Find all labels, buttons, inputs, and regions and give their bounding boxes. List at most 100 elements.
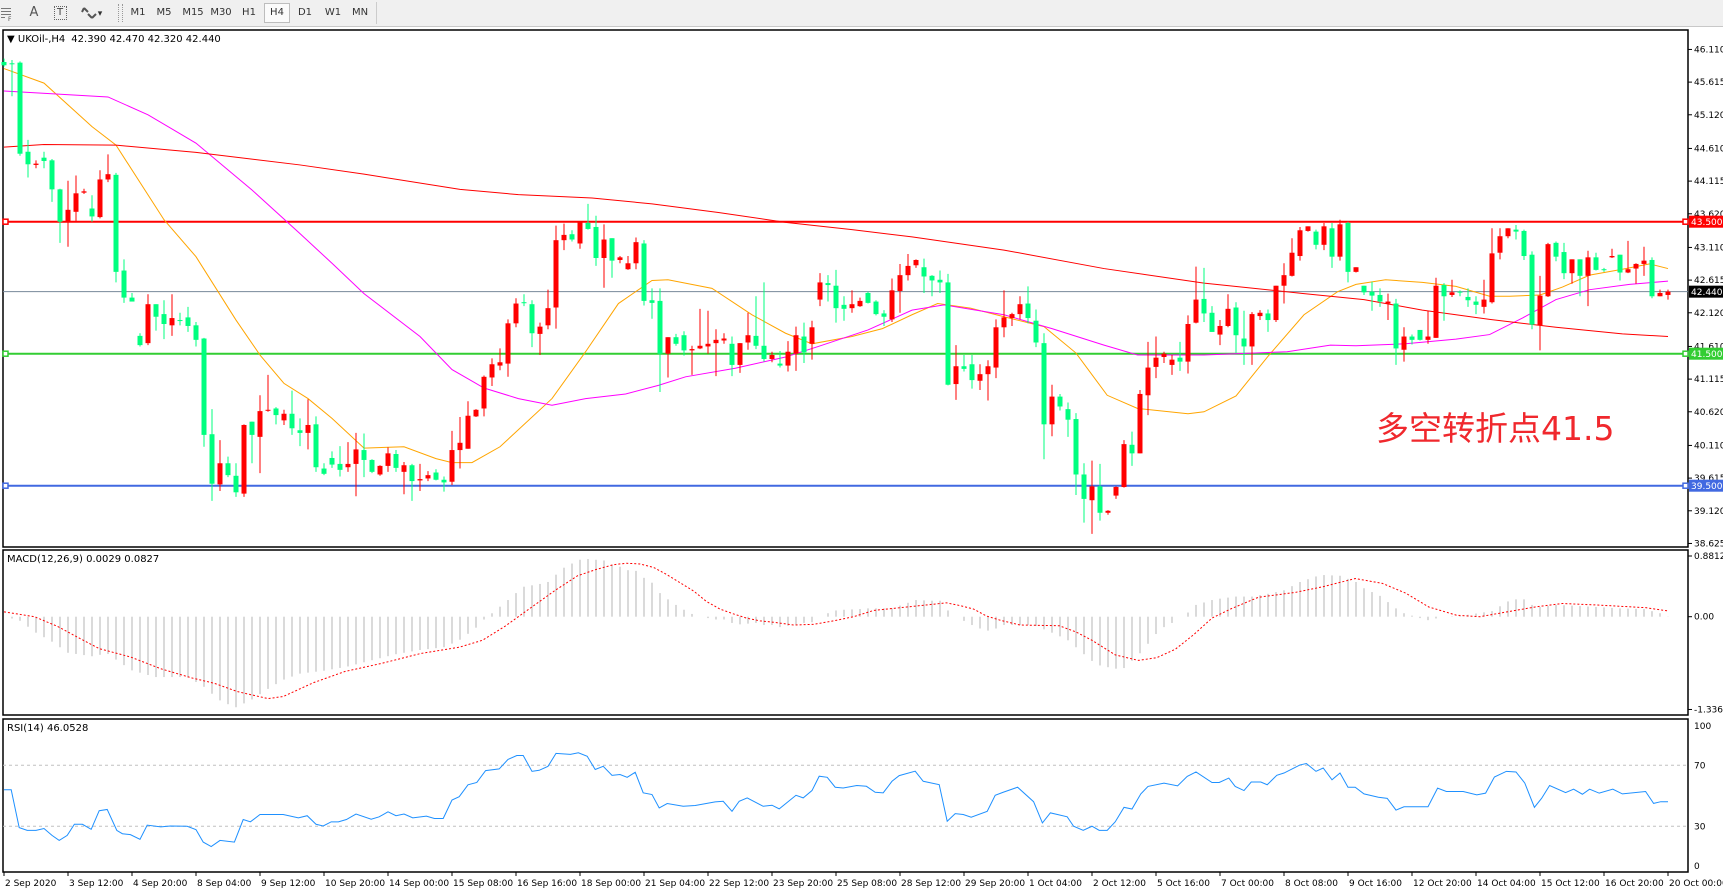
dropdown-arrow-icon[interactable]: ▾ (97, 9, 103, 19)
candle-body (1353, 267, 1359, 272)
candle (81, 188, 87, 194)
price-tick-label: 45.615 (1694, 78, 1723, 88)
candle (233, 463, 239, 497)
candle (1425, 310, 1431, 344)
candle-body (1121, 444, 1127, 488)
time-tick-label: 22 Sep 12:00 (709, 879, 769, 889)
level-price-label: 43.500 (1691, 218, 1723, 228)
toolbar-grip[interactable] (118, 4, 123, 22)
candle-body (25, 151, 31, 165)
candle (1657, 289, 1663, 297)
time-tick-label: 12 Oct 20:00 (1413, 879, 1472, 889)
candle (241, 424, 247, 497)
candle-body (41, 157, 47, 161)
candle-body (1361, 285, 1367, 293)
candle-body (1009, 314, 1015, 319)
text-icon[interactable]: A (29, 5, 39, 20)
price-tick-label: 41.115 (1694, 375, 1723, 385)
candle (1241, 310, 1247, 365)
candle (441, 476, 447, 492)
main-chart-frame (2, 29, 1689, 548)
candle-body (369, 459, 375, 472)
candle (1401, 327, 1407, 362)
candle (1025, 286, 1031, 324)
candle (137, 333, 143, 347)
candle-body (473, 409, 479, 417)
candle-body (841, 304, 847, 309)
candle (1369, 281, 1375, 311)
candle (609, 238, 615, 278)
candle (1153, 336, 1159, 379)
time-tick-label: 18 Sep 00:00 (581, 879, 641, 889)
candle-body (1225, 308, 1231, 326)
candle-body (905, 265, 911, 276)
candle (1361, 285, 1367, 295)
candle (129, 292, 135, 302)
candle (761, 282, 767, 362)
timeframe-m5[interactable]: M5 (156, 7, 172, 18)
candle-body (1209, 312, 1215, 332)
timeframe-h4[interactable]: H4 (264, 3, 290, 23)
candle-body (1, 61, 7, 66)
line-anchor-handle (1682, 350, 1689, 357)
candle (1297, 226, 1303, 261)
timeframe-d1[interactable]: D1 (297, 7, 313, 18)
candle (977, 364, 983, 390)
candle (1561, 242, 1567, 280)
arrows-icon[interactable]: ▾ (76, 3, 106, 23)
candle (185, 306, 191, 332)
candle-body (353, 449, 359, 464)
candle (1465, 288, 1471, 307)
price-tick-label: 39.615 (1694, 474, 1723, 484)
ohlc-values: 42.390 42.470 42.320 42.440 (71, 34, 221, 45)
rsi-line (4, 752, 1669, 848)
candle-body (937, 279, 943, 283)
candle (729, 336, 735, 377)
time-tick-label: 2 Sep 2020 (5, 879, 57, 889)
candle (905, 254, 911, 281)
text-label-icon[interactable]: T (50, 3, 70, 23)
candle-body (1433, 285, 1439, 338)
candle-body (1145, 367, 1151, 396)
candle-body (609, 238, 615, 261)
candle (545, 289, 551, 330)
candle-body (145, 304, 151, 344)
candle-body (1065, 409, 1071, 420)
candle (273, 407, 279, 425)
candle-body (265, 409, 271, 411)
candle (1041, 333, 1047, 460)
candle-body (1017, 304, 1023, 315)
price-tick-label: 42.120 (1694, 309, 1723, 319)
grid-properties-icon[interactable]: F (0, 3, 14, 23)
candle (1249, 312, 1255, 365)
candle (1105, 510, 1111, 515)
time-tick-label: 8 Oct 08:00 (1285, 879, 1338, 889)
candle (1417, 329, 1423, 341)
candle-body (417, 479, 423, 481)
price-tick-label: 38.625 (1694, 539, 1723, 549)
candle-body (1105, 510, 1111, 513)
candle (1529, 251, 1535, 330)
timeframe-m1[interactable]: M1 (130, 7, 146, 18)
timeframe-mn[interactable]: MN (351, 7, 369, 18)
candle-body (209, 434, 215, 484)
candle (1225, 294, 1231, 328)
candle-body (113, 174, 119, 272)
candle-body (1097, 486, 1103, 513)
candle-body (193, 325, 199, 340)
candle-body (929, 275, 935, 281)
timeframe-w1[interactable]: W1 (324, 7, 342, 18)
timeframe-m15[interactable]: M15 (182, 7, 204, 18)
timeframe-h1[interactable]: H1 (242, 7, 256, 18)
candle-body (1425, 336, 1431, 340)
candle (1113, 486, 1119, 499)
candle-body (137, 335, 143, 346)
time-tick-label: 3 Sep 12:00 (69, 879, 124, 889)
candle (209, 409, 215, 501)
timeframe-m30[interactable]: M30 (210, 7, 232, 18)
candle-body (1649, 259, 1655, 297)
candle (1065, 402, 1071, 437)
candle (1289, 238, 1295, 277)
candle-body (513, 303, 519, 324)
